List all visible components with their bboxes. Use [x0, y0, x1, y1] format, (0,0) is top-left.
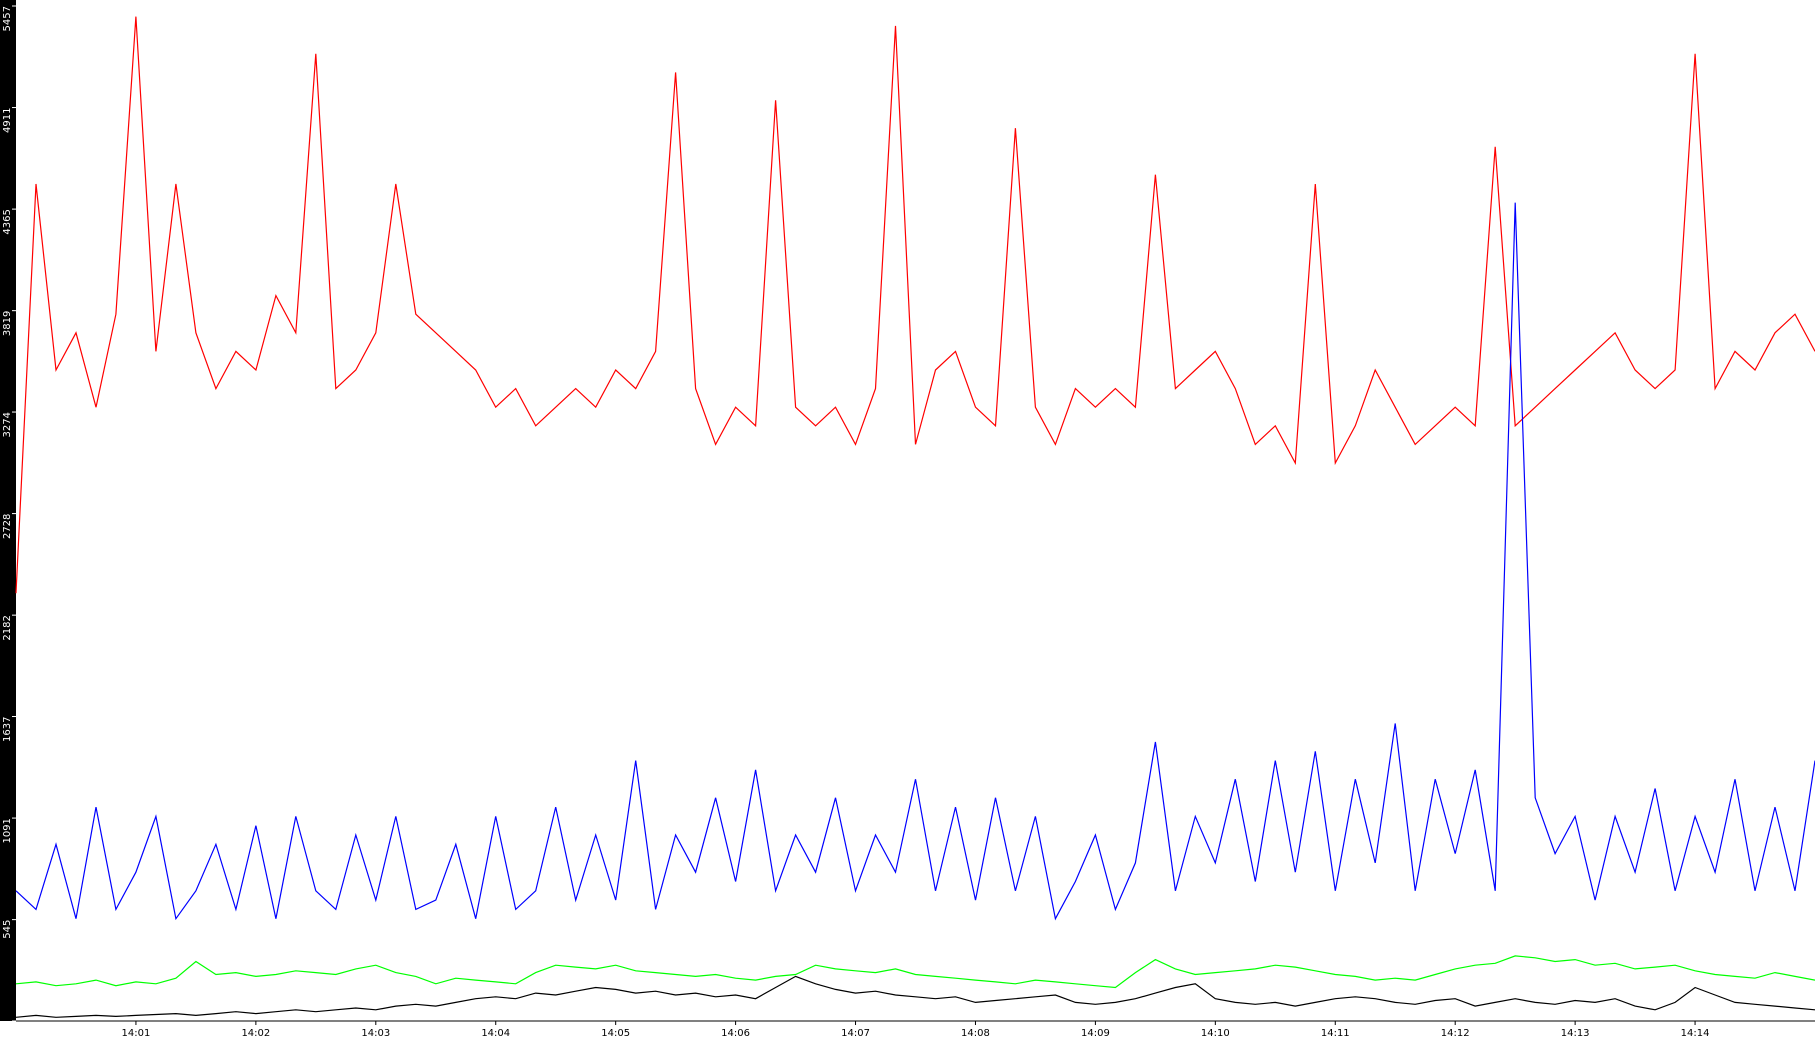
x-tick-label: 14:11: [1321, 1028, 1350, 1039]
y-axis-strip: [0, 0, 16, 1021]
x-tick-label: 14:14: [1681, 1028, 1710, 1039]
y-tick-label: 0: [2, 1021, 13, 1027]
x-tick-label: 14:10: [1201, 1028, 1230, 1039]
y-tick-label: 545: [2, 920, 13, 939]
x-tick-label: 14:12: [1441, 1028, 1470, 1039]
series-line: [15, 202, 1815, 921]
y-tick-label: 4365: [2, 209, 13, 234]
y-tick-label: 2728: [2, 514, 13, 539]
x-tick-label: 14:07: [841, 1028, 870, 1039]
series-line: [15, 16, 1815, 594]
x-tick-label: 14:01: [122, 1028, 151, 1039]
x-tick-label: 14:09: [1081, 1028, 1110, 1039]
x-tick-label: 14:05: [601, 1028, 630, 1039]
y-tick-label: 3274: [2, 412, 13, 437]
series-line: [15, 975, 1815, 1018]
y-tick-label: 3819: [2, 311, 13, 336]
series-line: [15, 955, 1815, 989]
y-tick-label: 1637: [2, 717, 13, 742]
x-tick-label: 14:08: [961, 1028, 990, 1039]
x-tick-label: 14:04: [481, 1028, 510, 1039]
y-tick-label: 2182: [2, 615, 13, 640]
y-tick-label: 5457: [2, 6, 13, 31]
x-tick-label: 14:13: [1561, 1028, 1590, 1039]
y-tick-label: 1091: [2, 818, 13, 843]
x-tick-label: 14:02: [241, 1028, 270, 1039]
x-tick-label: 14:03: [361, 1028, 390, 1039]
x-tick-label: 14:06: [721, 1028, 750, 1039]
y-tick-label: 4911: [2, 108, 13, 133]
